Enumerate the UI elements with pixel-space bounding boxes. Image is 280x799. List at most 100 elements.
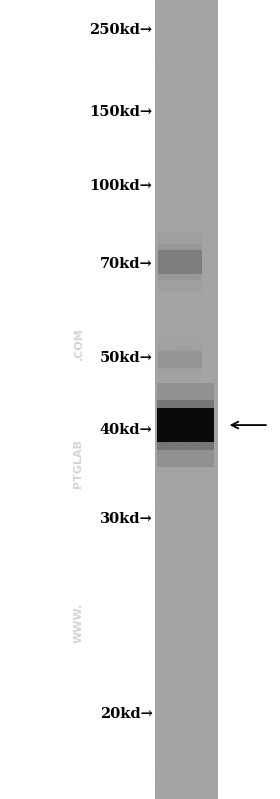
Point — [182, 189, 187, 201]
Point — [204, 753, 208, 766]
Point — [162, 456, 166, 469]
Point — [159, 414, 164, 427]
Point — [215, 674, 220, 686]
Point — [215, 702, 220, 715]
Point — [213, 670, 218, 683]
Point — [181, 765, 185, 778]
Point — [158, 108, 163, 121]
Point — [202, 629, 207, 642]
Point — [207, 763, 212, 776]
Point — [214, 371, 219, 384]
Point — [167, 38, 172, 50]
Point — [163, 681, 167, 694]
Point — [176, 701, 181, 714]
Point — [191, 489, 195, 502]
Point — [205, 112, 210, 125]
Point — [200, 77, 205, 89]
Point — [210, 373, 215, 386]
Point — [157, 122, 161, 135]
Point — [201, 777, 206, 789]
Point — [174, 597, 179, 610]
Point — [168, 586, 172, 598]
Point — [155, 217, 160, 229]
Point — [185, 601, 189, 614]
Point — [186, 630, 191, 643]
Point — [182, 263, 186, 276]
Point — [163, 474, 168, 487]
Point — [186, 593, 191, 606]
Point — [164, 414, 168, 427]
Point — [155, 736, 160, 749]
Point — [189, 628, 194, 641]
Point — [170, 308, 175, 320]
Point — [189, 670, 194, 683]
Point — [154, 428, 158, 441]
Point — [188, 354, 192, 367]
Point — [179, 582, 183, 595]
Point — [165, 131, 169, 144]
Point — [198, 426, 202, 439]
Point — [174, 675, 178, 688]
Point — [182, 318, 186, 331]
Point — [162, 215, 166, 228]
Point — [175, 184, 179, 197]
Point — [177, 82, 182, 95]
Point — [171, 266, 175, 279]
Point — [203, 574, 207, 586]
Point — [194, 745, 199, 758]
Point — [214, 548, 219, 561]
Point — [212, 183, 216, 196]
Point — [206, 446, 210, 459]
Point — [203, 180, 207, 193]
Point — [192, 628, 197, 641]
Point — [157, 451, 162, 464]
Point — [185, 429, 189, 442]
Point — [216, 50, 221, 63]
Point — [207, 124, 211, 137]
Point — [216, 749, 220, 761]
Point — [183, 377, 188, 390]
Point — [185, 503, 190, 515]
Point — [165, 791, 169, 799]
Point — [209, 14, 213, 27]
Point — [156, 752, 160, 765]
Point — [167, 439, 172, 451]
Point — [204, 191, 209, 204]
Point — [156, 144, 161, 157]
Point — [174, 205, 179, 218]
Point — [159, 142, 163, 155]
Point — [198, 139, 202, 152]
Point — [182, 193, 186, 206]
Point — [168, 793, 173, 799]
Point — [192, 710, 197, 723]
Point — [193, 614, 198, 627]
Point — [169, 580, 173, 593]
Point — [179, 295, 184, 308]
Point — [158, 531, 162, 544]
Point — [153, 626, 158, 638]
Point — [214, 574, 218, 587]
Point — [205, 692, 209, 705]
Point — [214, 693, 218, 706]
Point — [215, 555, 220, 567]
Point — [210, 4, 214, 17]
Point — [157, 0, 161, 8]
Point — [207, 682, 211, 695]
Point — [167, 344, 171, 357]
Point — [171, 535, 176, 547]
Point — [183, 789, 188, 799]
Point — [172, 626, 176, 638]
Point — [165, 64, 170, 77]
Text: 20kd→: 20kd→ — [100, 706, 153, 721]
Point — [206, 353, 211, 366]
Point — [166, 755, 170, 768]
Point — [185, 642, 190, 654]
Point — [206, 380, 211, 393]
Point — [183, 230, 187, 243]
Point — [163, 519, 167, 532]
Point — [193, 214, 198, 227]
Point — [192, 431, 197, 443]
Point — [210, 423, 215, 436]
Point — [181, 276, 185, 289]
Point — [170, 734, 174, 747]
